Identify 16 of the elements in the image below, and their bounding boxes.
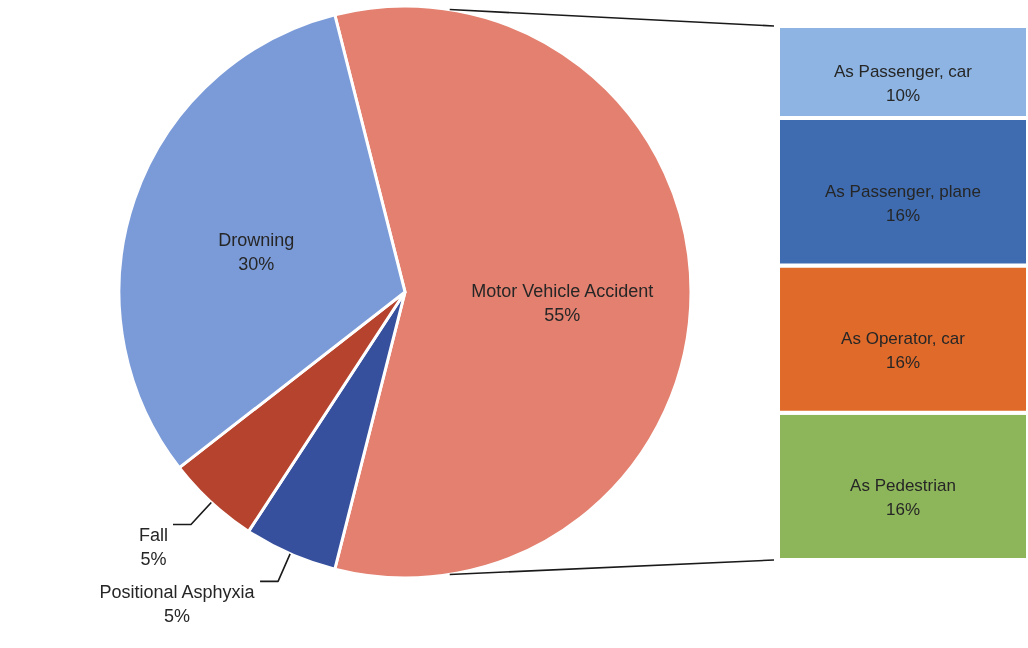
data-label: 5% — [164, 606, 191, 627]
slice-label: Motor Vehicle Accident — [471, 281, 654, 301]
slice-label: Fall — [138, 525, 168, 546]
slice-label: Positional Asphyxia — [99, 582, 256, 603]
data-label: 5% — [140, 549, 167, 570]
series-label: As Passenger, plane — [825, 181, 981, 201]
slice-label: Drowning — [218, 229, 295, 250]
data-label: 16% — [885, 205, 921, 225]
data-label: 10% — [885, 86, 921, 106]
series-label: As Passenger, car — [834, 62, 973, 82]
series-label: As Pedestrian — [850, 476, 956, 496]
data-label: 16% — [885, 353, 921, 373]
data-label: 16% — [885, 500, 921, 520]
series-label: As Operator, car — [841, 329, 966, 349]
data-label: 55% — [544, 305, 581, 325]
data-label: 30% — [238, 253, 275, 274]
